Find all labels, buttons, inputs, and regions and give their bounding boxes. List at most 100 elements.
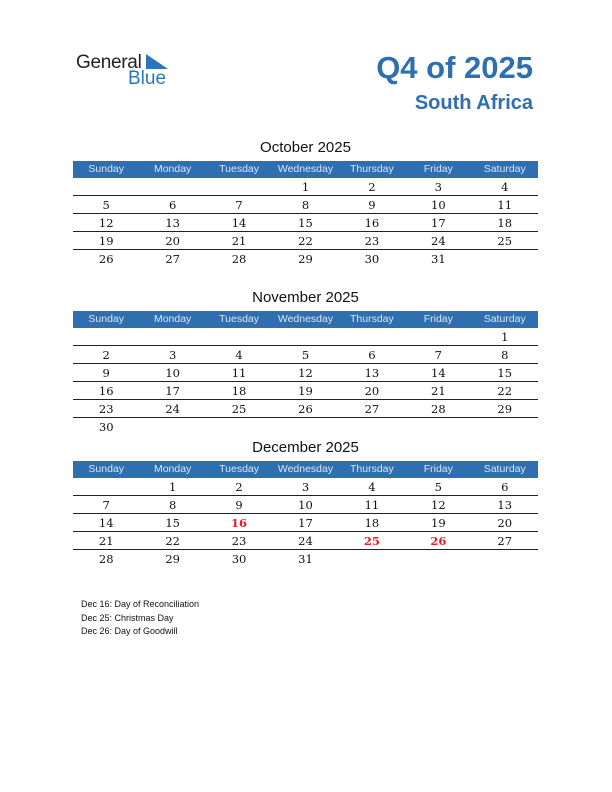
- day-cell: 12: [298, 366, 313, 380]
- day-cell: 23: [364, 234, 380, 248]
- weekday-header: Sunday Monday Tuesday Wednesday Thursday Frid…: [73, 161, 538, 178]
- day-cell: 15: [165, 516, 180, 530]
- day-cell: 14: [231, 216, 247, 230]
- day-cell: 3: [168, 348, 177, 362]
- day-cell: 8: [168, 498, 177, 512]
- day-cell: 17: [431, 216, 446, 230]
- weekday-label: Thursday: [350, 163, 394, 175]
- weekday-label: Sunday: [88, 463, 125, 475]
- day-cell: 26: [98, 252, 114, 266]
- day-cell: 21: [431, 384, 446, 398]
- day-cell: 30: [231, 552, 247, 566]
- holiday-day-cell: 26: [430, 534, 447, 548]
- weekday-label: Wednesday: [277, 463, 334, 475]
- day-cell: 7: [235, 198, 243, 212]
- week-row: 21 22 23 24 25 26 27: [73, 532, 538, 550]
- day-cell: 6: [368, 348, 376, 362]
- holiday-day-cell: 16: [231, 516, 248, 530]
- weekday-label: Monday: [153, 313, 192, 325]
- week-row: 1: [73, 328, 538, 346]
- day-cell: 15: [497, 366, 513, 380]
- day-cell: [339, 328, 405, 345]
- day-cell: [206, 328, 272, 345]
- day-cell: 20: [364, 384, 380, 398]
- week-row: 2 3 4 5 6 7 8: [73, 346, 538, 364]
- week-row: 1 2 3 4: [73, 178, 538, 196]
- day-cell: 10: [165, 366, 180, 380]
- day-cell: [206, 178, 272, 195]
- weekday-label: Saturday: [483, 313, 526, 325]
- month-calendar: November 2025 Sunday Monday Tuesday Wednesda…: [73, 289, 538, 435]
- day-cell: 18: [497, 216, 513, 230]
- day-cell: [139, 418, 205, 435]
- weekday-header: Sunday Monday Tuesday Wednesday Thursday Frid…: [73, 311, 538, 328]
- day-cell: 18: [364, 516, 380, 530]
- day-cell: 2: [102, 348, 110, 362]
- weekday-label: Sunday: [88, 163, 125, 175]
- day-cell: 26: [298, 402, 313, 416]
- day-cell: 23: [231, 534, 247, 548]
- day-cell: 10: [298, 498, 313, 512]
- day-cell: 19: [298, 384, 313, 398]
- weekday-label: Thursday: [350, 463, 394, 475]
- weekday-label: Saturday: [483, 163, 526, 175]
- week-row: 9 10 11 12 13 14 15: [73, 364, 538, 382]
- weekday-label: Friday: [423, 313, 453, 325]
- day-cell: [272, 328, 338, 345]
- day-cell: [73, 178, 139, 195]
- day-cell: 6: [168, 198, 177, 212]
- day-cell: [73, 328, 139, 345]
- day-cell: 14: [431, 366, 446, 380]
- day-cell: 30: [98, 420, 114, 434]
- day-cell: 28: [98, 552, 114, 566]
- month-title: October 2025: [260, 139, 351, 156]
- day-cell: 1: [168, 480, 177, 494]
- day-cell: 27: [364, 402, 380, 416]
- day-cell: 5: [434, 480, 442, 494]
- day-cell: 11: [364, 498, 380, 512]
- day-cell: 24: [165, 402, 180, 416]
- weekday-header: Sunday Monday Tuesday Wednesday Thursday Frid…: [73, 461, 538, 478]
- day-cell: 3: [301, 480, 310, 494]
- page-title: Q4 of 2025: [376, 50, 533, 85]
- day-cell: 29: [497, 402, 513, 416]
- day-cell: 25: [497, 234, 513, 248]
- month-title: December 2025: [252, 439, 359, 456]
- day-cell: 1: [301, 180, 310, 194]
- day-cell: 6: [501, 480, 509, 494]
- day-cell: [139, 178, 205, 195]
- weekday-label: Sunday: [88, 313, 125, 325]
- day-cell: 11: [231, 366, 247, 380]
- day-cell: 24: [298, 534, 313, 548]
- day-cell: 14: [98, 516, 114, 530]
- day-cell: 5: [102, 198, 110, 212]
- logo-text-blue: Blue: [128, 68, 167, 89]
- week-row: 1 2 3 4 5 6: [73, 478, 538, 496]
- day-cell: [405, 550, 471, 567]
- day-cell: 15: [298, 216, 313, 230]
- day-cell: 19: [431, 516, 446, 530]
- day-cell: 12: [98, 216, 114, 230]
- day-cell: 30: [364, 252, 380, 266]
- day-cell: 7: [434, 348, 442, 362]
- day-cell: 2: [368, 180, 376, 194]
- day-cell: 22: [165, 534, 180, 548]
- week-row: 5 6 7 8 9 10 11: [73, 196, 538, 214]
- week-row: 12 13 14 15 16 17 18: [73, 214, 538, 232]
- day-cell: 20: [165, 234, 180, 248]
- day-cell: 17: [298, 516, 313, 530]
- day-cell: 19: [98, 234, 114, 248]
- day-cell: 7: [102, 498, 110, 512]
- day-cell: [73, 478, 139, 495]
- day-cell: 9: [368, 198, 376, 212]
- day-cell: 29: [298, 252, 313, 266]
- day-cell: 8: [301, 198, 310, 212]
- month-title: November 2025: [252, 289, 359, 306]
- day-cell: 1: [501, 330, 509, 344]
- day-cell: 24: [431, 234, 446, 248]
- weekday-label: Tuesday: [219, 313, 259, 325]
- month-calendar: December 2025 Sunday Monday Tuesday Wednesda…: [73, 439, 538, 567]
- week-row: 14 15 16 17 18 19 20: [73, 514, 538, 532]
- week-row: 19 20 21 22 23 24 25: [73, 232, 538, 250]
- day-cell: 13: [364, 366, 380, 380]
